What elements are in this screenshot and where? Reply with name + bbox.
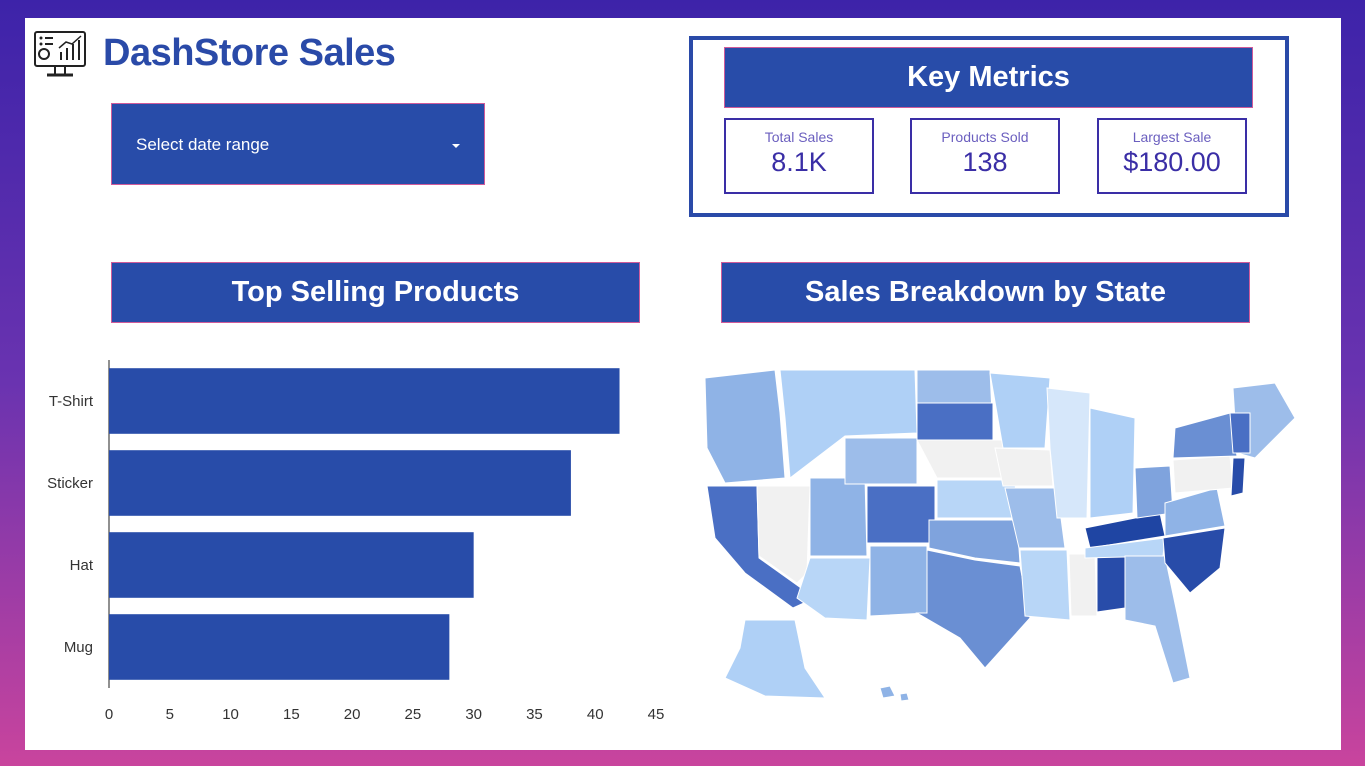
key-metrics-title: Key Metrics [724, 47, 1253, 108]
map-region-utah[interactable] [809, 477, 868, 557]
y-tick-label: T-Shirt [49, 393, 94, 410]
map-region-new-york[interactable] [1172, 412, 1238, 459]
map-region-texas[interactable] [915, 549, 1031, 669]
bar-mug[interactable] [109, 614, 450, 680]
y-tick-label: Sticker [47, 475, 93, 492]
map-region-virginia[interactable] [1164, 487, 1226, 537]
chevron-down-icon [452, 144, 460, 148]
x-tick-label: 10 [222, 706, 239, 723]
y-tick-label: Mug [64, 639, 93, 656]
metric-value: 8.1K [771, 147, 827, 177]
metric-value: $180.00 [1123, 147, 1221, 177]
map-region-arkansas-louisiana[interactable] [1019, 549, 1071, 621]
dashboard-monitor-icon [34, 31, 86, 77]
x-tick-label: 40 [587, 706, 604, 723]
metric-label: Products Sold [941, 129, 1029, 145]
map-region-nebraska-kansas[interactable] [916, 439, 1006, 479]
x-tick-label: 30 [465, 706, 482, 723]
map-region-missouri[interactable] [1004, 487, 1066, 549]
date-range-dropdown[interactable]: Select date range [111, 103, 485, 185]
page-title: DashStore Sales [103, 32, 396, 74]
x-tick-label: 45 [648, 706, 665, 723]
map-region-colorado[interactable] [866, 485, 936, 544]
top-products-bar-chart: T-Shirt Sticker Hat Mug 0 5 10 15 20 25 30 35 40 45 [47, 360, 665, 723]
map-region-minnesota-iowa[interactable] [989, 372, 1051, 449]
map-region-nevada[interactable] [756, 485, 811, 584]
date-range-label: Select date range [136, 135, 270, 154]
metric-largest-sale: Largest Sale $180.00 [1097, 118, 1247, 194]
x-tick-label: 25 [405, 706, 422, 723]
map-region-michigan-indiana[interactable] [1089, 407, 1136, 519]
dashboard-canvas: DashStore Sales Select date range Key Me… [25, 18, 1341, 750]
metric-products-sold: Products Sold 138 [910, 118, 1060, 194]
us-state-sales-map[interactable] [685, 358, 1295, 708]
map-region-montana-idaho[interactable] [779, 369, 918, 479]
metric-label: Largest Sale [1132, 129, 1212, 145]
map-region-iowa[interactable] [994, 447, 1054, 487]
x-tick-label: 20 [344, 706, 361, 723]
bar-hat[interactable] [109, 532, 474, 598]
map-region-new-jersey[interactable] [1230, 457, 1246, 497]
y-tick-label: Hat [70, 557, 94, 574]
map-region-oklahoma[interactable] [928, 519, 1021, 564]
map-region-south-dakota[interactable] [916, 402, 994, 441]
map-region-alaska[interactable] [724, 619, 826, 699]
map-region-pennsylvania[interactable] [1172, 455, 1234, 494]
map-region-northwest[interactable] [704, 369, 786, 484]
map-region-arizona[interactable] [796, 557, 871, 621]
top-products-title: Top Selling Products [111, 262, 640, 323]
x-tick-label: 5 [166, 706, 174, 723]
map-region-wyoming[interactable] [844, 437, 918, 485]
metric-value: 138 [962, 147, 1008, 177]
key-metrics-panel: Key Metrics Total Sales 8.1K Products So… [689, 36, 1289, 217]
x-tick-label: 0 [105, 706, 113, 723]
bar-sticker[interactable] [109, 450, 571, 516]
map-region-carolinas[interactable] [1162, 527, 1226, 594]
x-tick-label: 15 [283, 706, 300, 723]
map-region-new-mexico[interactable] [869, 545, 928, 617]
metric-total-sales: Total Sales 8.1K [724, 118, 874, 194]
map-region-vermont[interactable] [1229, 412, 1251, 454]
map-region-hawaii[interactable] [879, 685, 910, 702]
state-map-title: Sales Breakdown by State [721, 262, 1250, 323]
x-tick-label: 35 [526, 706, 543, 723]
map-region-mississippi[interactable] [1068, 553, 1098, 617]
map-region-alabama[interactable] [1096, 553, 1126, 613]
metric-label: Total Sales [764, 129, 834, 145]
map-region-wisconsin-illinois[interactable] [1046, 387, 1091, 519]
bar-t-shirt[interactable] [109, 368, 620, 434]
